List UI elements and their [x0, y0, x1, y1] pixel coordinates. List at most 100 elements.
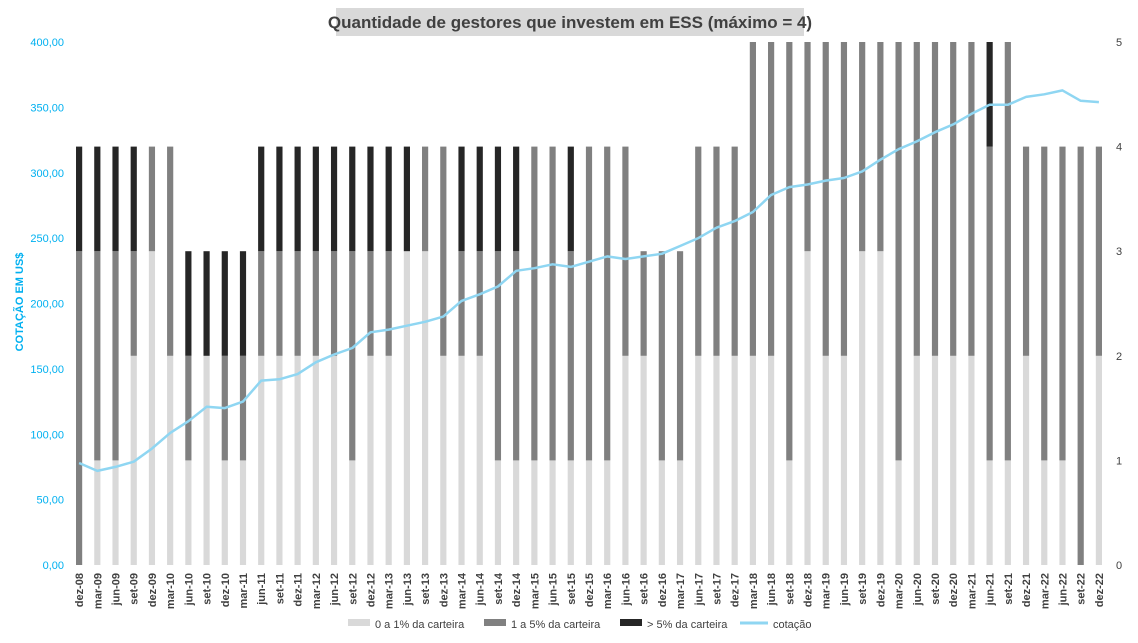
x-tick-label: dez-15: [584, 573, 596, 607]
bar-segment-2: [294, 251, 301, 356]
x-tick-label: jun-21: [985, 573, 997, 606]
bar-segment-1: [640, 355, 647, 565]
bar-segment-2: [585, 146, 593, 461]
bar-segment-2: [786, 42, 793, 461]
left-tick-label: 300,00: [30, 168, 64, 180]
bar-segment-2: [768, 42, 775, 356]
bar-segment-3: [203, 251, 210, 356]
bar-series: [76, 42, 1102, 565]
left-tick-label: 350,00: [30, 102, 64, 114]
bar-segment-2: [822, 42, 829, 356]
x-tick-label: set-17: [712, 573, 724, 605]
bar-segment-1: [458, 355, 465, 565]
bar-segment-2: [349, 251, 356, 461]
x-tick-label: dez-13: [438, 573, 450, 607]
bar-segment-3: [458, 146, 465, 252]
bar-segment-1: [804, 251, 811, 565]
bar-segment-1: [585, 460, 593, 565]
bar-segment-1: [913, 355, 920, 565]
bar-segment-1: [713, 355, 720, 565]
bar-segment-2: [112, 251, 119, 461]
bar-segment-3: [476, 146, 483, 252]
bar-segment-1: [749, 355, 756, 565]
bar-segment-2: [476, 251, 483, 356]
bar-segment-3: [112, 146, 119, 252]
bar-segment-2: [440, 146, 447, 356]
bar-segment-2: [804, 42, 811, 252]
bar-segment-3: [349, 146, 356, 252]
x-tick-label: jun-12: [329, 573, 341, 606]
legend-label-2: 1 a 5% da carteira: [511, 619, 601, 631]
bar-segment-1: [203, 355, 210, 565]
left-axis-ticks: 0,00 50,00 100,00 150,00 200,00 250,00 300,00 3…: [30, 37, 64, 572]
x-tick-label: set-12: [347, 573, 359, 605]
x-tick-label: set-15: [566, 573, 578, 605]
bar-segment-1: [840, 355, 848, 565]
bar-segment-1: [658, 460, 665, 565]
legend: 0 a 1% da carteira 1 a 5% da carteira > 5%…: [348, 619, 812, 631]
bar-segment-1: [148, 251, 156, 565]
bar-segment-1: [877, 251, 884, 565]
bar-segment-2: [731, 146, 738, 356]
bar-segment-2: [1077, 146, 1084, 565]
bar-segment-2: [859, 42, 866, 252]
bar-segment-1: [768, 355, 775, 565]
x-tick-label: set-09: [129, 573, 141, 605]
bar-segment-2: [840, 42, 848, 356]
bar-segment-2: [640, 251, 647, 356]
bar-segment-1: [950, 355, 957, 565]
chart-title: Quantidade de gestores que investem em E…: [328, 13, 812, 32]
x-tick-label: dez-08: [74, 573, 86, 607]
bar-segment-2: [513, 251, 520, 461]
bar-segment-1: [494, 460, 502, 565]
bar-segment-2: [604, 146, 611, 461]
bar-segment-1: [731, 355, 738, 565]
bar-segment-1: [239, 460, 247, 565]
x-tick-label: dez-10: [220, 573, 232, 607]
bar-segment-3: [94, 146, 101, 252]
x-tick-label: set-14: [493, 572, 505, 605]
legend-label-4: cotação: [773, 619, 812, 631]
x-tick-label: dez-12: [366, 573, 378, 607]
left-tick-label: 50,00: [36, 495, 64, 507]
bar-segment-3: [294, 146, 301, 252]
bar-segment-2: [76, 251, 83, 565]
bar-segment-2: [895, 42, 902, 461]
x-axis-ticks: dez-08 mar-09 jun-09 set-09 dez-09 mar-10 jun-…: [74, 572, 1106, 609]
bar-segment-3: [367, 146, 374, 252]
bar-segment-1: [622, 355, 629, 565]
x-tick-label: mar-16: [602, 573, 614, 609]
right-tick-label: 4: [1116, 142, 1122, 154]
y-axis-label: COTAÇÃO EM US$: [13, 253, 26, 352]
bar-segment-3: [513, 146, 520, 252]
bar-segment-1: [167, 355, 174, 565]
x-tick-label: dez-14: [511, 572, 523, 607]
bar-segment-2: [94, 251, 101, 461]
bar-segment-1: [385, 355, 392, 565]
bar-segment-1: [513, 460, 520, 565]
bar-segment-1: [549, 460, 556, 565]
left-tick-label: 150,00: [30, 364, 64, 376]
x-tick-label: jun-16: [620, 573, 632, 606]
x-tick-label: dez-09: [147, 573, 159, 607]
legend-label-1: 0 a 1% da carteira: [375, 619, 465, 631]
bar-segment-1: [330, 355, 338, 565]
x-tick-label: mar-15: [529, 573, 541, 609]
bar-segment-1: [986, 460, 993, 565]
bar-segment-3: [312, 146, 319, 252]
bar-segment-2: [276, 251, 283, 356]
bar-segment-2: [1004, 42, 1011, 461]
bar-segment-2: [968, 42, 975, 356]
bar-segment-2: [312, 251, 319, 356]
right-tick-label: 3: [1116, 246, 1122, 258]
bar-segment-2: [913, 42, 920, 356]
bar-segment-2: [676, 251, 684, 461]
bar-segment-1: [1004, 460, 1011, 565]
bar-segment-3: [494, 146, 502, 252]
bar-segment-1: [258, 355, 265, 565]
x-tick-label: set-22: [1076, 573, 1088, 605]
x-tick-label: set-13: [420, 573, 432, 605]
bar-segment-3: [258, 146, 265, 252]
bar-segment-2: [1059, 146, 1066, 461]
bar-segment-1: [676, 460, 684, 565]
